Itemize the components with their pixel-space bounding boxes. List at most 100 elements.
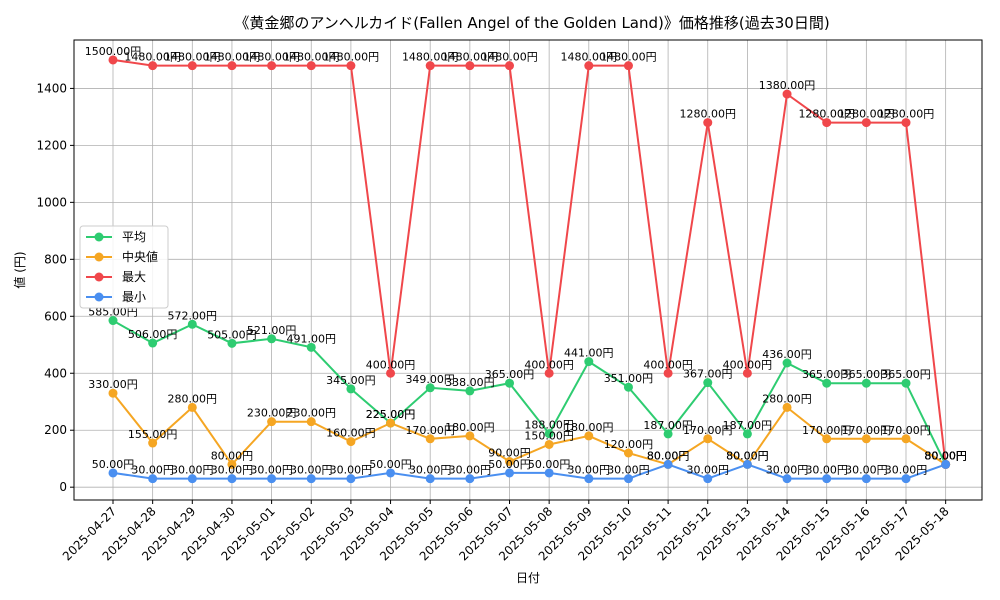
data-label: 180.00円 [445, 421, 495, 434]
data-label: 30.00円 [687, 464, 730, 477]
data-label: 505.00円 [207, 328, 257, 341]
data-point [544, 439, 554, 449]
series-line [112, 392, 947, 466]
data-point [346, 384, 356, 394]
series-group [108, 55, 951, 484]
data-point [544, 368, 554, 378]
data-label: 30.00円 [449, 464, 492, 477]
data-label: 50.00円 [92, 458, 135, 471]
data-point [425, 434, 435, 444]
data-point [227, 459, 237, 469]
data-point [584, 431, 594, 441]
data-label: 30.00円 [845, 464, 888, 477]
data-point [901, 434, 911, 444]
data-point [465, 386, 475, 396]
data-point [861, 434, 871, 444]
data-label: 230.00円 [247, 407, 297, 420]
data-point [544, 429, 554, 439]
data-label: 30.00円 [211, 464, 254, 477]
data-label: 1480.00円 [164, 51, 221, 64]
data-point [901, 118, 911, 128]
data-label: 1480.00円 [124, 51, 181, 64]
data-label: 1380.00円 [759, 79, 816, 92]
data-point [782, 402, 792, 412]
data-point [901, 474, 911, 484]
data-point [584, 61, 594, 71]
data-point [148, 61, 158, 71]
data-point [505, 457, 514, 467]
data-label: 30.00円 [330, 464, 373, 477]
legend-marker [94, 252, 104, 262]
data-label: 50.00円 [528, 458, 571, 471]
data-label: 365.00円 [802, 368, 852, 381]
legend-marker [94, 292, 104, 302]
data-point [861, 118, 871, 128]
data-label: 506.00円 [128, 328, 178, 341]
data-label: 30.00円 [766, 464, 809, 477]
data-point [386, 418, 396, 428]
data-label: 30.00円 [290, 464, 333, 477]
data-label: 80.00円 [924, 449, 967, 462]
y-tick-label: 1400 [36, 81, 67, 95]
data-label: 365.00円 [842, 368, 892, 381]
data-label: 80.00円 [924, 449, 967, 462]
data-point [108, 55, 118, 65]
data-point [782, 89, 792, 99]
data-label: 1280.00円 [838, 108, 895, 121]
data-point [901, 378, 911, 388]
data-point [742, 368, 752, 378]
data-point [227, 338, 237, 348]
chart-title: 《黄金郷のアンヘルカイド(Fallen Angel of the Golden … [234, 14, 829, 32]
legend-label: 中央値 [122, 249, 158, 264]
data-label: 170.00円 [842, 424, 892, 437]
data-label: 80.00円 [924, 449, 967, 462]
data-point [505, 378, 514, 388]
legend-label: 平均 [122, 230, 146, 244]
data-label: 1280.00円 [680, 108, 737, 121]
data-point [703, 434, 713, 444]
data-point [623, 448, 633, 458]
data-point [187, 319, 197, 329]
data-point [544, 468, 554, 478]
legend-label: 最小 [122, 290, 146, 304]
data-label: 80.00円 [924, 449, 967, 462]
data-point [742, 459, 752, 469]
data-label: 50.00円 [369, 458, 412, 471]
data-point [267, 417, 277, 427]
data-label: 436.00円 [762, 348, 812, 361]
data-point [425, 474, 435, 484]
data-point [623, 61, 633, 71]
y-axis-title: 値 (円) [12, 251, 27, 288]
data-label: 400.00円 [643, 358, 693, 371]
data-point [465, 61, 475, 71]
data-point [465, 474, 475, 484]
data-point [584, 357, 594, 367]
data-label: 80.00円 [211, 449, 254, 462]
data-label: 225.00円 [366, 408, 416, 421]
data-point [386, 368, 396, 378]
data-point [425, 383, 435, 393]
data-label: 30.00円 [171, 464, 214, 477]
data-label: 50.00円 [488, 458, 531, 471]
data-label: 330.00円 [88, 378, 138, 391]
data-point [703, 474, 713, 484]
data-label: 351.00円 [604, 372, 654, 385]
data-label: 80.00円 [647, 449, 690, 462]
y-tick-label: 400 [44, 366, 67, 380]
data-label: 230.00円 [287, 407, 337, 420]
data-label: 349.00円 [405, 373, 455, 386]
legend-label: 最大 [122, 270, 146, 284]
data-point [267, 334, 277, 344]
data-point [861, 378, 871, 388]
legend-marker [94, 272, 104, 282]
data-label: 30.00円 [607, 464, 650, 477]
data-label: 30.00円 [805, 464, 848, 477]
data-label: 187.00円 [723, 419, 773, 432]
data-point [108, 468, 118, 478]
data-label: 150.00円 [524, 429, 574, 442]
data-point [227, 61, 237, 71]
data-point [703, 118, 713, 128]
data-point [623, 382, 633, 392]
data-label: 80.00円 [726, 449, 769, 462]
data-point [822, 378, 832, 388]
